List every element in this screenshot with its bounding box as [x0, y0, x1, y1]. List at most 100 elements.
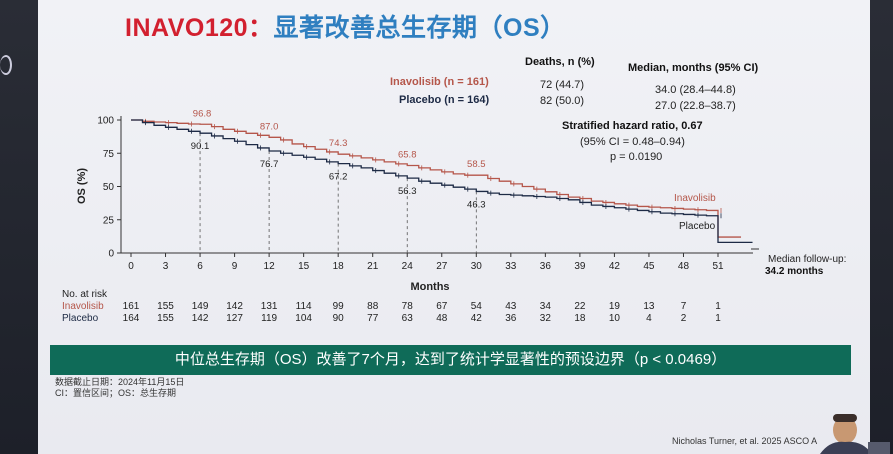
- placebo-at-risk-value: 48: [436, 313, 448, 324]
- followup-label: Median follow-up:: [768, 254, 847, 265]
- x-tick-label: 39: [574, 261, 586, 272]
- placebo-curve-label: Placebo: [679, 221, 716, 232]
- x-tick-label: 42: [609, 261, 621, 272]
- median-header: Median, months (95% CI): [628, 62, 759, 74]
- x-tick-label: 33: [505, 261, 517, 272]
- y-tick-label: 50: [103, 182, 115, 193]
- inavolisib-deaths: 72 (44.7): [540, 79, 585, 91]
- placebo-landmark-label: 67.2: [329, 172, 348, 183]
- inavolisib-at-risk-value: 161: [122, 301, 140, 312]
- at-risk-placebo-label: Placebo: [62, 313, 99, 324]
- x-tick-label: 36: [540, 261, 552, 272]
- x-tick-label: 9: [232, 261, 238, 272]
- placebo-survival-curve: [131, 119, 753, 244]
- inavolisib-median: 34.0 (28.4–44.8): [655, 84, 736, 96]
- x-tick-label: 45: [643, 261, 655, 272]
- placebo-at-risk-value: 77: [367, 313, 379, 324]
- placebo-deaths: 82 (50.0): [540, 95, 585, 107]
- inavolisib-at-risk-value: 54: [470, 301, 482, 312]
- followup-value: 34.2 months: [765, 266, 824, 277]
- placebo-at-risk-value: 142: [191, 313, 209, 324]
- data-cutoff-note: 数据截止日期：2024年11月15日: [55, 377, 185, 387]
- x-tick-label: 3: [163, 261, 169, 272]
- placebo-at-risk-value: 4: [646, 313, 652, 324]
- placebo-at-risk-value: 42: [470, 313, 482, 324]
- x-tick-label: 12: [264, 261, 276, 272]
- inavolisib-at-risk-value: 1: [715, 301, 721, 312]
- inavolisib-at-risk-value: 142: [226, 301, 243, 312]
- inavolisib-at-risk-value: 67: [436, 301, 448, 312]
- hazard-ratio: Stratified hazard ratio, 0.67: [562, 120, 703, 132]
- inavolisib-at-risk-value: 78: [401, 301, 413, 312]
- placebo-at-risk-value: 1: [715, 313, 721, 324]
- x-tick-label: 18: [333, 261, 345, 272]
- inavolisib-at-risk-value: 114: [295, 301, 312, 312]
- y-tick-label: 100: [97, 116, 114, 127]
- placebo-at-risk-value: 104: [295, 313, 312, 324]
- inavolisib-at-risk-value: 99: [332, 301, 344, 312]
- y-tick-label: 75: [103, 149, 115, 160]
- x-tick-label: 24: [402, 261, 414, 272]
- placebo-landmark-label: 56.3: [398, 186, 417, 197]
- slide-title: INAVO120：显著改善总生存期（OS）: [125, 8, 566, 44]
- inavolisib-at-risk-value: 149: [191, 301, 209, 312]
- y-axis-title: OS (%): [76, 168, 88, 204]
- y-tick-label: 0: [108, 249, 114, 260]
- screen-edge-mark: [0, 55, 12, 75]
- at-risk-inavolisib-label: Inavolisib: [62, 301, 104, 312]
- x-tick-label: 15: [298, 261, 310, 272]
- title-separator: ：: [248, 14, 274, 42]
- deaths-header: Deaths, n (%): [525, 56, 595, 68]
- citation: Nicholas Turner, et al. 2025 ASCO A: [672, 436, 818, 446]
- placebo-median: 27.0 (22.8–38.7): [655, 100, 736, 112]
- inavolisib-landmark-label: 58.5: [467, 159, 486, 170]
- inavolisib-row-label: Inavolisib (n = 161): [390, 76, 489, 88]
- x-tick-label: 30: [471, 261, 483, 272]
- x-tick-label: 21: [367, 261, 379, 272]
- inavolisib-at-risk-value: 131: [260, 301, 278, 312]
- title-trial-name: INAVO120: [125, 14, 249, 42]
- placebo-landmark-label: 90.1: [191, 141, 210, 152]
- placebo-at-risk-value: 119: [261, 313, 278, 324]
- x-tick-label: 48: [678, 261, 690, 272]
- inavolisib-at-risk-value: 19: [608, 301, 620, 312]
- hazard-p-value: p = 0.0190: [610, 151, 663, 163]
- inavolisib-survival-curve: [131, 119, 742, 238]
- inavolisib-at-risk-value: 22: [574, 301, 586, 312]
- x-tick-label: 27: [436, 261, 448, 272]
- x-tick-label: 6: [197, 261, 203, 272]
- x-tick-label: 0: [128, 261, 134, 272]
- hazard-ci: (95% CI = 0.48–0.94): [580, 136, 685, 148]
- inavolisib-landmark-label: 87.0: [260, 121, 279, 132]
- inavolisib-at-risk-value: 34: [539, 301, 551, 312]
- placebo-at-risk-value: 18: [574, 313, 586, 324]
- x-tick-label: 51: [712, 261, 724, 272]
- placebo-row-label: Placebo (n = 164): [399, 94, 490, 106]
- placebo-landmark-label: 46.3: [467, 199, 486, 210]
- inavolisib-at-risk-value: 43: [505, 301, 517, 312]
- presenter-photo: [820, 414, 890, 454]
- placebo-at-risk-value: 2: [680, 313, 687, 324]
- conclusion-banner: 中位总生存期（OS）改善了7个月，达到了统计学显著性的预设边界（p < 0.04…: [50, 345, 851, 375]
- placebo-landmark-label: 76.7: [260, 159, 279, 170]
- y-tick-label: 25: [103, 215, 115, 226]
- placebo-at-risk-value: 127: [226, 313, 243, 324]
- slide: [38, 0, 870, 454]
- at-risk-title: No. at risk: [62, 289, 108, 300]
- placebo-at-risk-value: 63: [401, 313, 413, 324]
- inavolisib-landmark-label: 74.3: [329, 138, 348, 149]
- placebo-at-risk-value: 164: [122, 313, 140, 324]
- inavolisib-curve-label: Inavolisib: [674, 193, 716, 204]
- inavolisib-at-risk-value: 155: [157, 301, 174, 312]
- inavolisib-at-risk-value: 13: [643, 301, 655, 312]
- placebo-at-risk-value: 36: [505, 313, 517, 324]
- placebo-at-risk-value: 10: [608, 313, 620, 324]
- placebo-at-risk-value: 90: [332, 313, 344, 324]
- x-axis-title: Months: [410, 281, 449, 293]
- inavolisib-at-risk-value: 7: [680, 301, 687, 312]
- inavolisib-landmark-label: 96.8: [193, 108, 212, 119]
- abbreviation-note: CI：置信区间；OS：总生存期: [55, 388, 177, 398]
- inavolisib-at-risk-value: 88: [367, 301, 379, 312]
- placebo-at-risk-value: 155: [157, 313, 174, 324]
